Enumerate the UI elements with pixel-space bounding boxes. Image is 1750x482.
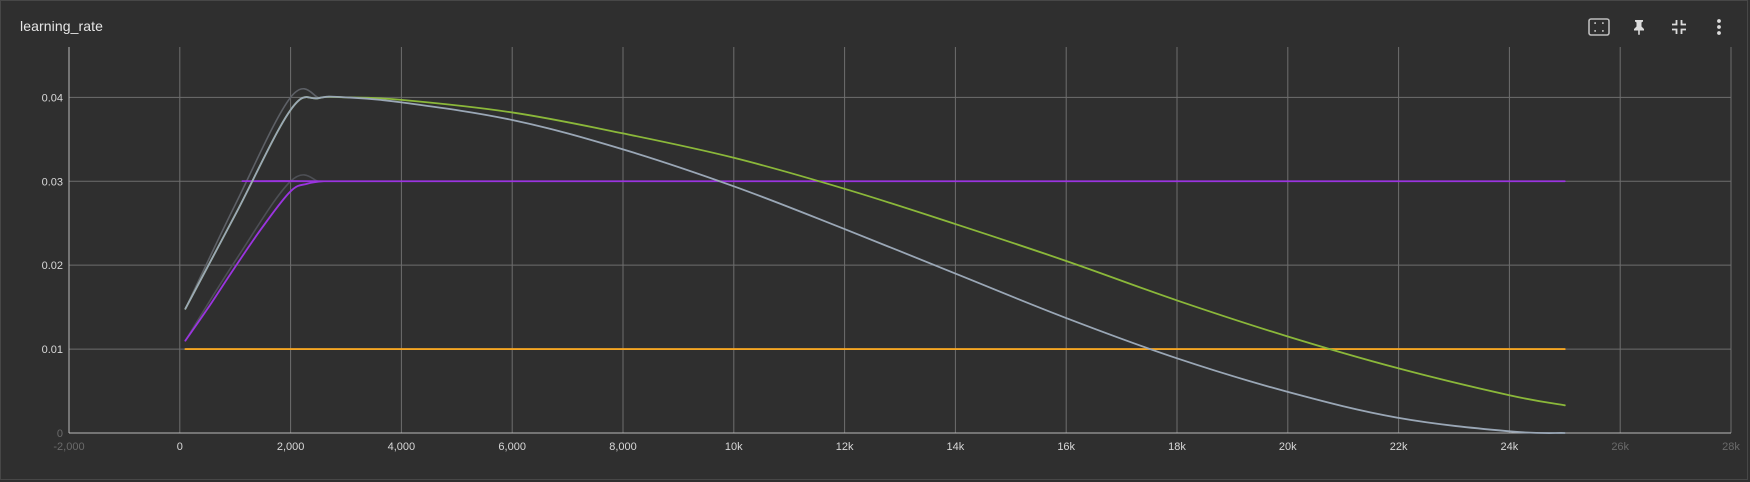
more-vert-icon (1716, 18, 1722, 36)
x-tick-label: 18k (1168, 441, 1186, 453)
chart-axes (68, 47, 1731, 434)
pin-icon (1632, 19, 1646, 35)
more-button[interactable] (1699, 13, 1739, 41)
x-tick-label: 22k (1390, 441, 1408, 453)
chart-grid (69, 47, 1732, 433)
card-title: learning_rate (20, 18, 104, 34)
series-line[interactable] (184, 95, 1566, 407)
x-tick-label: 0 (177, 441, 183, 453)
x-tick-label: 2,000 (277, 441, 305, 453)
y-tick-label: 0 (57, 428, 63, 440)
x-tick-label: 26k (1611, 441, 1629, 453)
fit-domain-button[interactable] (1579, 13, 1619, 41)
series-line[interactable] (184, 180, 1566, 342)
x-tick-label: 4,000 (388, 441, 416, 453)
x-tick-label: 14k (947, 441, 965, 453)
chart-tick-labels: -2,000 0 2,000 4,000 6,000 8,000 10k 12k 14k 16k 1… (42, 92, 1741, 453)
x-tick-label: 16k (1057, 441, 1075, 453)
collapse-button[interactable] (1659, 13, 1699, 41)
ghost-series-line (184, 174, 319, 342)
x-tick-label: 8,000 (609, 441, 637, 453)
x-tick-label: -2,000 (53, 441, 84, 453)
series-line[interactable] (184, 95, 1566, 434)
collapse-icon (1671, 19, 1687, 35)
pin-button[interactable] (1619, 13, 1659, 41)
x-tick-label: 10k (725, 441, 743, 453)
y-tick-label: 0.04 (42, 92, 63, 104)
x-tick-label: 28k (1722, 441, 1740, 453)
y-tick-label: 0.01 (42, 344, 63, 356)
chart-series (184, 88, 1566, 434)
y-tick-label: 0.03 (42, 176, 63, 188)
ghost-series-line (184, 88, 319, 310)
fit-domain-icon (1588, 18, 1610, 36)
y-tick-label: 0.02 (42, 260, 63, 272)
x-tick-label: 6,000 (498, 441, 526, 453)
x-tick-label: 24k (1501, 441, 1519, 453)
card-toolbar (1579, 13, 1739, 41)
x-tick-label: 12k (836, 441, 854, 453)
x-tick-label: 20k (1279, 441, 1297, 453)
